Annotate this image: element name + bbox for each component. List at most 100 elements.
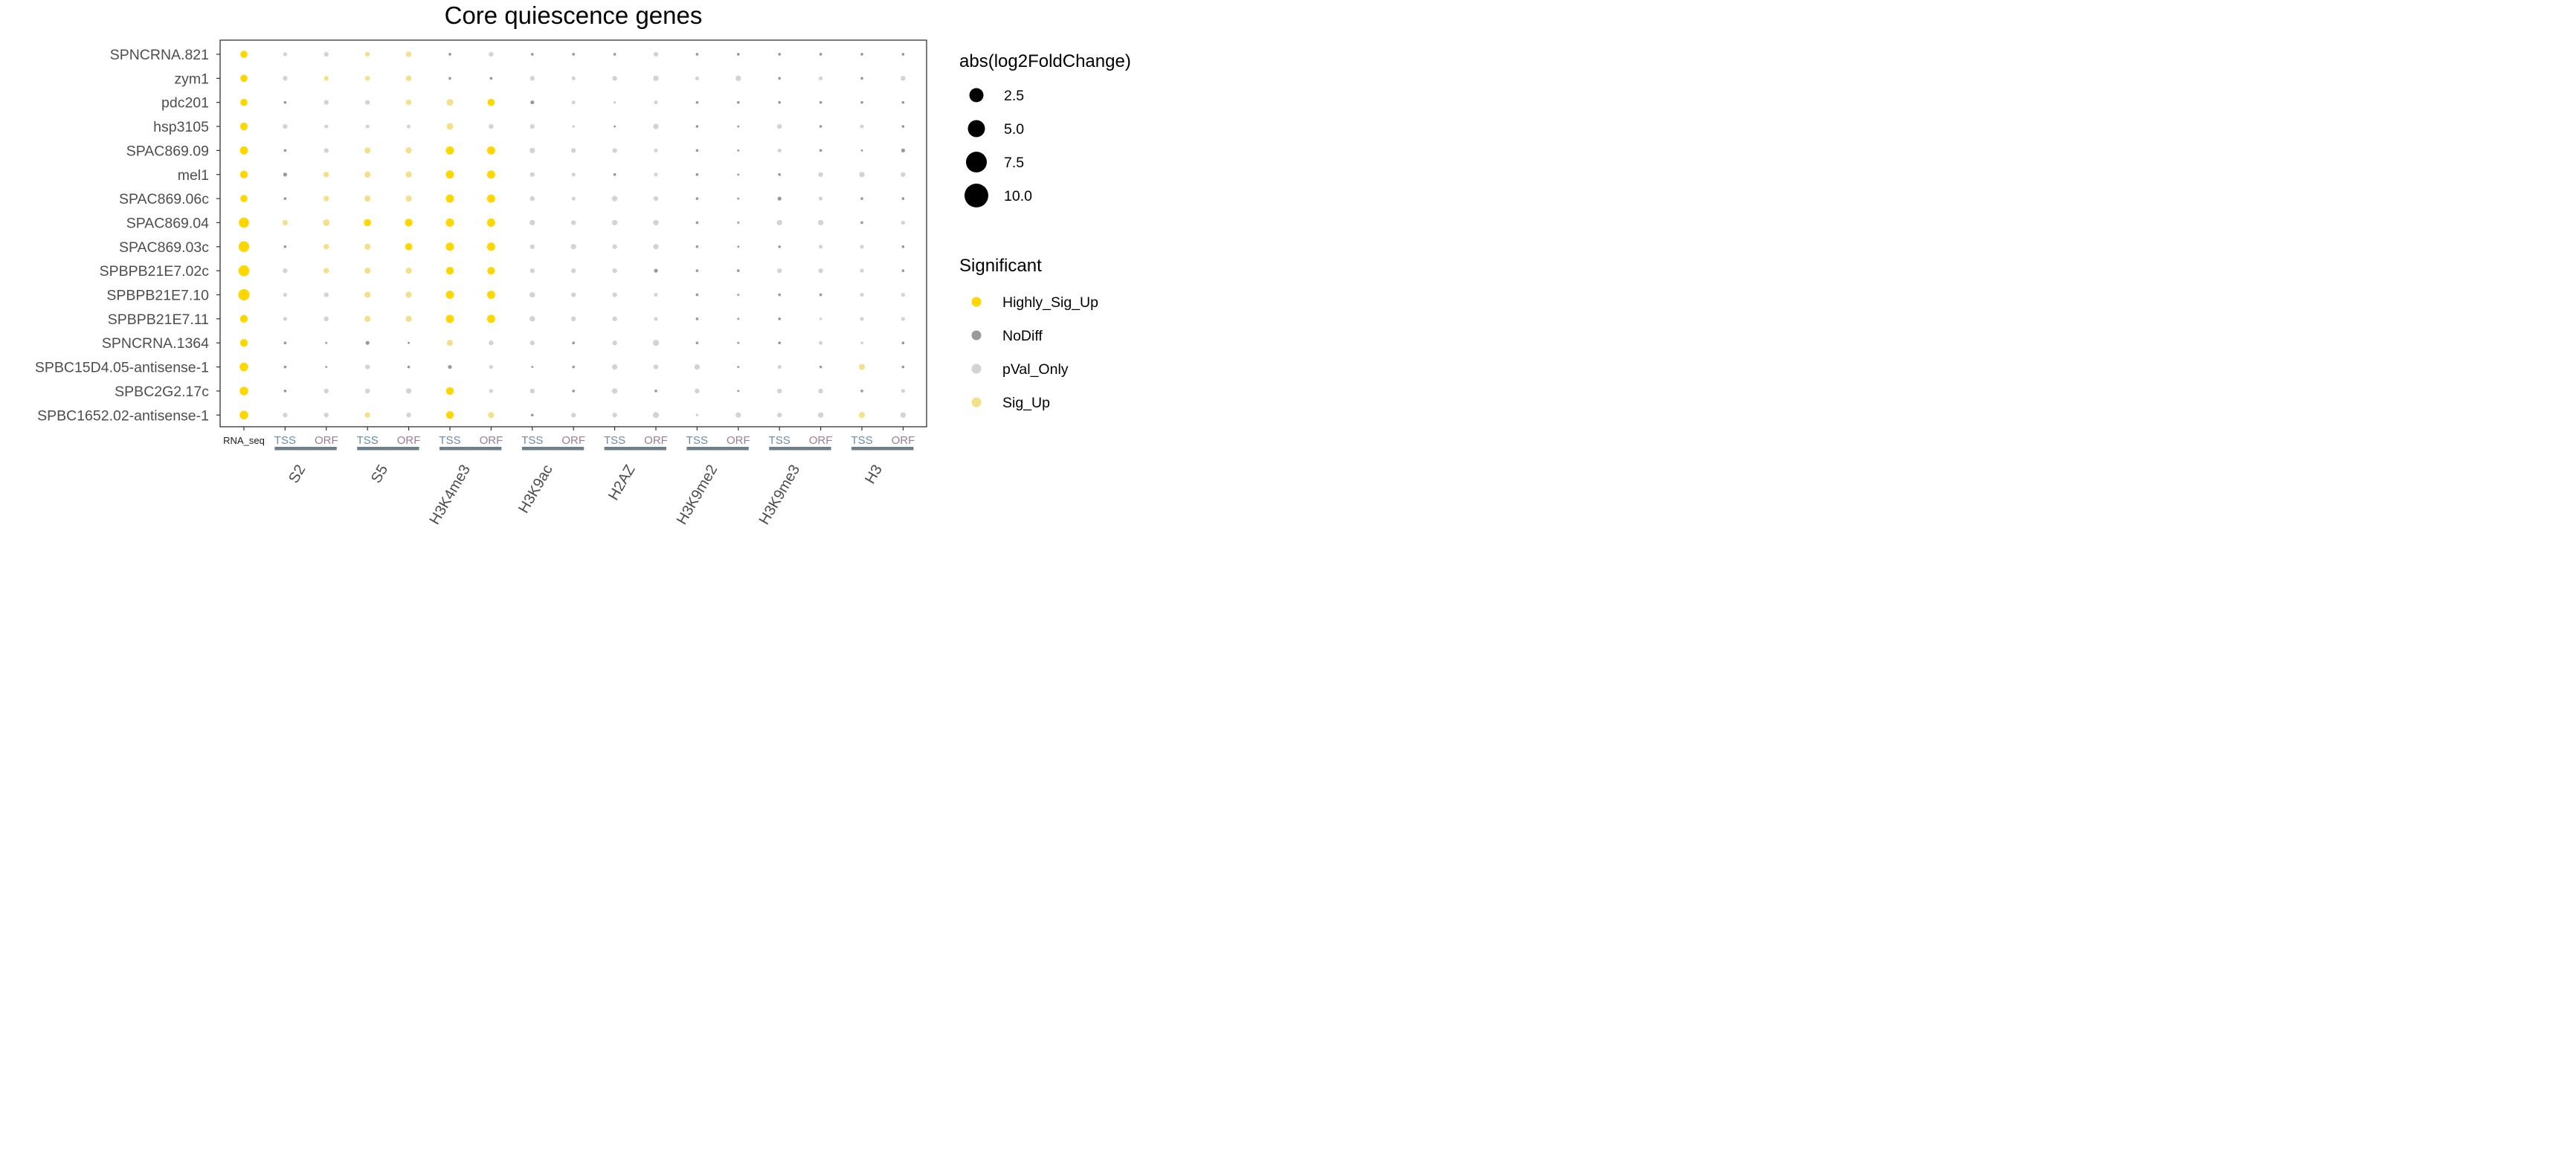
color-legend-dot — [971, 330, 982, 341]
group-label: H3 — [862, 462, 886, 487]
dot-mark — [445, 387, 454, 396]
dot-mark — [571, 292, 576, 297]
color-legend-label: NoDiff — [1002, 328, 1043, 344]
dot-mark — [695, 269, 699, 272]
dot-mark — [653, 364, 659, 370]
group-bar — [604, 447, 666, 451]
size-legend-dot — [969, 88, 984, 103]
gene-label: SPBC15D4.05-antisense-1 — [35, 360, 209, 376]
group-label: S2 — [286, 462, 309, 486]
dot-mark — [612, 316, 617, 322]
dot-mark — [445, 170, 454, 179]
gene-label: SPAC869.09 — [126, 143, 209, 159]
size-legend: abs(log2FoldChange) 2.5 5.0 7.5 10.0 — [959, 51, 1131, 207]
dot-mark — [529, 388, 535, 394]
gene-label: mel1 — [178, 167, 209, 184]
dot-mark — [860, 77, 863, 80]
dot-mark — [489, 341, 494, 346]
gene-label: hsp3105 — [153, 119, 209, 135]
dot-mark — [405, 219, 413, 227]
size-legend-title: abs(log2FoldChange) — [959, 51, 1131, 71]
dot-mark — [612, 76, 617, 81]
dot-mark — [364, 268, 371, 274]
dot-mark — [652, 412, 660, 419]
dot-mark — [777, 148, 782, 152]
dot-mark — [283, 123, 288, 129]
dot-mark — [365, 341, 370, 345]
dot-mark — [611, 196, 618, 201]
dot-mark — [572, 53, 576, 56]
size-legend-label: 5.0 — [1004, 121, 1024, 138]
dot-mark — [778, 245, 782, 248]
dot-mark — [488, 412, 495, 419]
dot-mark — [737, 173, 740, 176]
dot-mark — [695, 221, 699, 225]
color-legend-dot — [971, 297, 982, 307]
dot-mark — [737, 197, 740, 200]
dot-mark — [283, 317, 287, 321]
dot-mark — [777, 388, 782, 394]
dot-mark — [405, 388, 412, 394]
dot-mark — [325, 341, 328, 344]
dot-mark — [653, 75, 659, 82]
dot-mark — [819, 53, 822, 56]
dot-mark — [695, 197, 699, 200]
dot-mark — [323, 172, 329, 178]
column-label: TSS — [604, 434, 625, 447]
dot-mark — [529, 219, 535, 226]
dot-mark — [529, 244, 535, 249]
chart-title: Core quiescence genes — [445, 1, 703, 29]
dot-mark — [529, 341, 535, 346]
dot-mark — [900, 412, 907, 418]
dot-mark — [445, 146, 454, 155]
group-label: H3K9me2 — [674, 462, 721, 528]
dot-mark — [858, 412, 866, 419]
color-legend-dot — [971, 364, 982, 374]
dot-mark — [571, 268, 576, 274]
size-legend-dot — [966, 152, 987, 172]
dot-mark — [695, 413, 699, 417]
dot-mark — [571, 413, 576, 418]
dot-mark — [572, 341, 576, 345]
group-bar — [357, 447, 419, 451]
dot-mark — [487, 98, 495, 106]
dot-mark — [736, 100, 740, 104]
dot-mark — [653, 219, 659, 226]
dot-mark — [777, 123, 782, 129]
dot-mark — [859, 172, 865, 178]
dot-mark — [365, 51, 370, 57]
dot-mark — [819, 293, 822, 297]
column-label: TSS — [686, 434, 708, 447]
dot-mark — [283, 172, 287, 177]
dot-mark — [571, 316, 576, 322]
column-label: RNA_seq — [223, 435, 265, 446]
dot-mark — [239, 410, 248, 420]
dot-mark — [819, 100, 822, 104]
size-legend-label: 7.5 — [1004, 155, 1024, 171]
dot-mark — [778, 341, 782, 345]
dot-mark — [653, 51, 659, 57]
dot-mark — [654, 268, 658, 273]
dot-mark — [652, 340, 660, 346]
dot-mark — [572, 390, 576, 393]
dot-mark — [613, 172, 616, 176]
dot-mark — [901, 341, 905, 345]
dot-mark — [695, 149, 699, 152]
dot-mark — [489, 51, 494, 57]
dot-mark — [901, 292, 905, 297]
dot-mark — [572, 365, 576, 369]
dot-mark — [240, 195, 248, 202]
dot-mark — [283, 413, 288, 418]
dot-mark — [901, 220, 905, 225]
dot-mark — [405, 51, 412, 57]
dot-mark — [737, 294, 740, 296]
gene-label: SPBPB21E7.11 — [108, 312, 209, 328]
dot-mark — [530, 413, 534, 417]
dot-mark — [818, 388, 823, 394]
dot-mark — [736, 53, 740, 56]
dot-mark — [654, 172, 658, 177]
dot-mark — [901, 100, 905, 104]
dot-mark — [489, 364, 494, 370]
dot-mark — [901, 197, 905, 200]
dot-mark — [445, 314, 454, 323]
